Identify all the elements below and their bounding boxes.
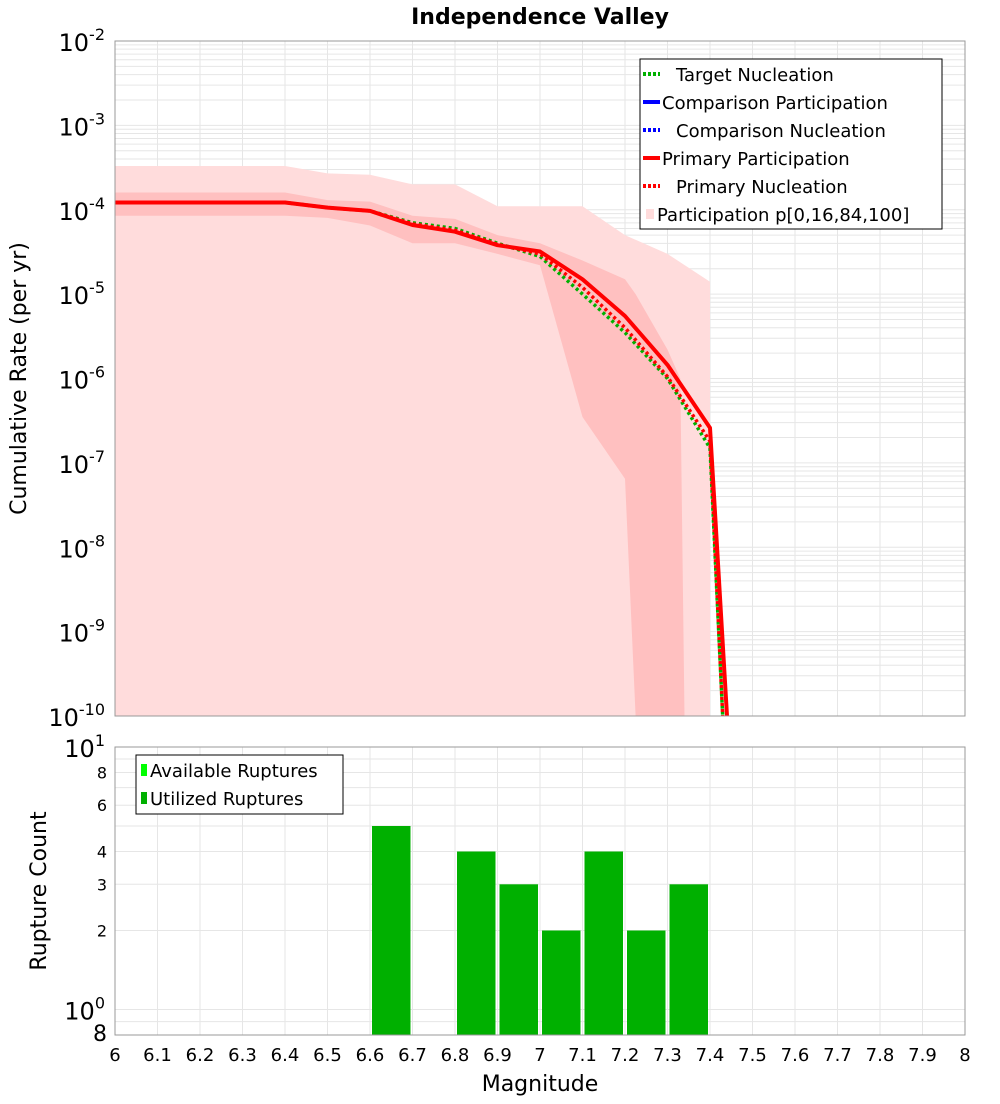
x-tick-label: 7.6 <box>781 1045 810 1066</box>
legend-label: Comparison Nucleation <box>676 121 886 142</box>
x-tick-label: 6.3 <box>228 1045 257 1066</box>
x-axis-label: Magnitude <box>482 1072 599 1097</box>
x-tick-label: 7.7 <box>823 1045 852 1066</box>
y-axis-label-bottom: Rupture Count <box>27 811 52 971</box>
y-tick-label: 10-8 <box>59 531 106 563</box>
legend-label: Available Ruptures <box>150 761 318 782</box>
legend-label: Comparison Participation <box>662 93 888 114</box>
x-tick-label: 7.1 <box>568 1045 597 1066</box>
y-tick-label: 10-6 <box>59 363 106 395</box>
y-tick-label-bottom: 8 <box>93 1022 107 1047</box>
y-tick-label-bottom: 4 <box>97 842 107 861</box>
x-tick-label: 7 <box>534 1045 545 1066</box>
x-tick-label: 6 <box>109 1045 120 1066</box>
top-legend-box <box>639 58 943 230</box>
legend-label: Primary Nucleation <box>676 177 848 198</box>
x-tick-label: 7.5 <box>738 1045 767 1066</box>
x-tick-label: 6.1 <box>143 1045 172 1066</box>
legend-label: Utilized Ruptures <box>150 789 303 810</box>
y-tick-label: 10-5 <box>59 278 106 310</box>
x-tick-label: 6.8 <box>441 1045 470 1066</box>
x-tick-label: 7.3 <box>653 1045 682 1066</box>
legend-label: Target Nucleation <box>675 65 834 86</box>
x-tick-label: 6.2 <box>186 1045 215 1066</box>
chart-title: Independence Valley <box>411 5 669 30</box>
bar-utilized-ruptures <box>542 930 581 1035</box>
x-tick-label: 6.9 <box>483 1045 512 1066</box>
bar-utilized-ruptures <box>457 851 496 1035</box>
x-tick-label: 6.6 <box>356 1045 385 1066</box>
y-tick-label: 10-2 <box>59 25 106 57</box>
y-tick-label: 10-4 <box>59 194 106 226</box>
y-tick-label: 10-9 <box>59 616 106 648</box>
y-tick-label: 10-10 <box>48 700 105 732</box>
x-tick-label: 8 <box>959 1045 970 1066</box>
x-tick-label: 7.2 <box>611 1045 640 1066</box>
bar-utilized-ruptures <box>584 851 623 1035</box>
y-tick-label-bottom: 8 <box>97 763 107 782</box>
x-tick-label: 7.9 <box>908 1045 937 1066</box>
x-tick-label: 6.4 <box>271 1045 300 1066</box>
x-tick-label: 7.8 <box>866 1045 895 1066</box>
legend-label: Participation p[0,16,84,100] <box>657 205 909 226</box>
y-tick-label-bottom: 3 <box>97 875 107 894</box>
legend-label: Primary Participation <box>662 149 850 170</box>
y-tick-label-bottom: 101 <box>64 731 105 763</box>
bar-utilized-ruptures <box>372 826 411 1035</box>
legend-swatch <box>141 792 147 804</box>
bottom-legend-box <box>135 754 344 815</box>
y-tick-label-bottom: 2 <box>97 922 107 941</box>
series-line-primary-participation <box>115 200 729 717</box>
bottom-plot-border <box>114 746 966 1036</box>
bar-utilized-ruptures <box>627 930 666 1035</box>
y-tick-label: 10-7 <box>59 447 106 479</box>
bar-utilized-ruptures <box>499 884 538 1035</box>
y-tick-label-bottom: 100 <box>64 994 105 1026</box>
top-plot-border <box>114 40 966 717</box>
x-tick-label: 6.7 <box>398 1045 427 1066</box>
bar-utilized-ruptures <box>669 884 708 1035</box>
x-tick-label: 7.4 <box>696 1045 725 1066</box>
legend-swatch <box>646 209 654 219</box>
y-tick-label: 10-3 <box>59 109 106 141</box>
x-tick-label: 6.5 <box>313 1045 342 1066</box>
legend-swatch <box>141 764 147 776</box>
y-tick-label-bottom: 6 <box>97 796 107 815</box>
y-axis-label-top: Cumulative Rate (per yr) <box>7 242 32 515</box>
